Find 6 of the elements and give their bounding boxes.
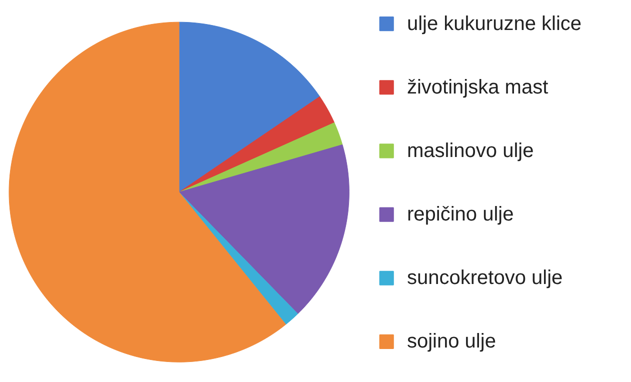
legend-label: maslinovo ulje <box>406 140 534 162</box>
legend-label: životinjska mast <box>406 76 549 98</box>
legend-label: sojino ulje <box>406 330 496 353</box>
legend-label: suncokretovo ulje <box>406 267 563 290</box>
legend-label: ulje kukuruzne klice <box>406 12 582 35</box>
legend-label: repičino ulje <box>406 204 514 226</box>
